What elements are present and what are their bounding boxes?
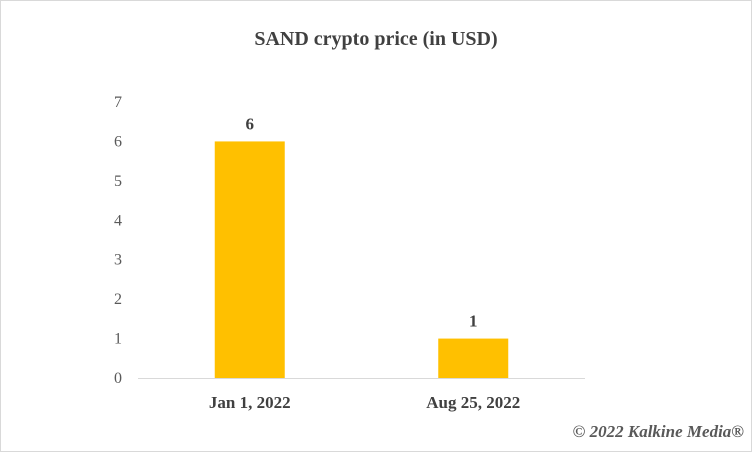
y-tick-label: 5: [114, 173, 122, 190]
bars: [214, 141, 509, 378]
y-tick-label: 3: [114, 252, 122, 269]
copyright-watermark: © 2022 Kalkine Media®: [572, 422, 744, 441]
data-labels: 61: [246, 114, 478, 330]
y-tick-label: 4: [114, 212, 122, 229]
y-tick-label: 7: [114, 94, 122, 111]
y-tick-label: 1: [114, 331, 122, 348]
chart-title: SAND crypto price (in USD): [254, 28, 498, 50]
y-axis-ticks: 0 1 2 3 4 5 6 7: [114, 94, 122, 387]
x-category-label: Aug 25, 2022: [426, 393, 520, 412]
y-tick-label: 0: [114, 370, 122, 387]
bar-0: [214, 141, 285, 378]
x-axis-labels: Jan 1, 2022 Aug 25, 2022: [209, 393, 520, 412]
x-category-label: Jan 1, 2022: [209, 393, 291, 412]
data-label: 6: [246, 114, 255, 133]
y-tick-label: 2: [114, 291, 122, 308]
bar-1: [438, 338, 509, 378]
data-label: 1: [469, 312, 478, 331]
y-tick-label: 6: [114, 133, 122, 150]
